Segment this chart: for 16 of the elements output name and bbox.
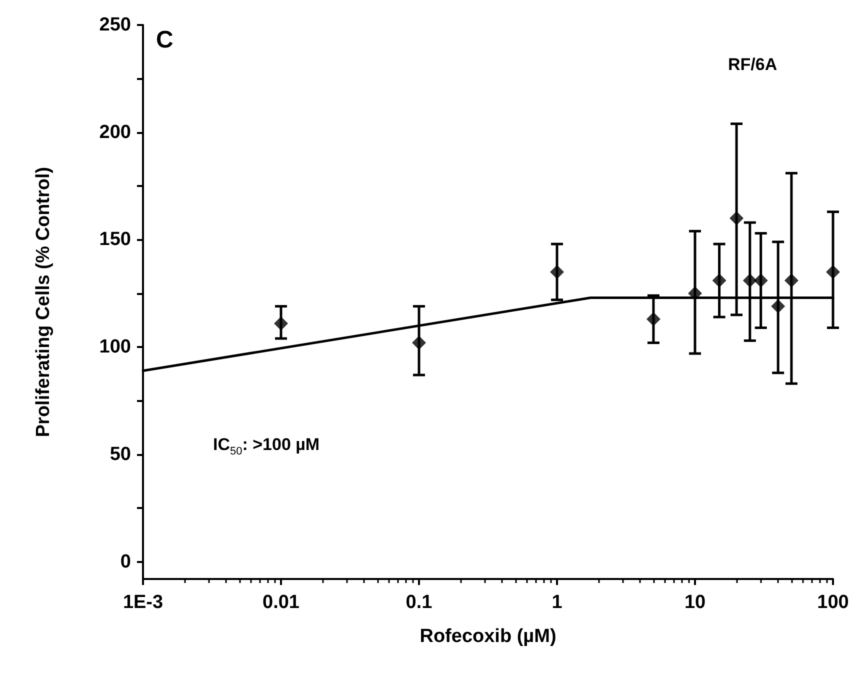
annotation: RF/6A: [728, 55, 778, 74]
x-tick-label: 0.1: [406, 592, 433, 613]
y-axis-title: Proliferating Cells (% Control): [33, 166, 54, 438]
x-axis-title: Rofecoxib (µM): [420, 626, 556, 647]
x-tick-label: 0.01: [262, 592, 300, 613]
y-tick-label: 150: [99, 229, 131, 250]
y-tick-label: 100: [99, 336, 131, 358]
x-tick-label: 1E-3: [122, 592, 164, 613]
annotation: C: [156, 26, 174, 54]
x-tick-label: 10: [684, 592, 706, 613]
y-tick-label: 200: [99, 122, 131, 143]
y-tick-label: 50: [110, 444, 131, 465]
x-tick-label: 1: [552, 592, 563, 613]
x-tick-label: 100: [817, 592, 849, 613]
y-tick-label: 0: [120, 551, 131, 572]
y-tick-label: 250: [99, 14, 131, 36]
